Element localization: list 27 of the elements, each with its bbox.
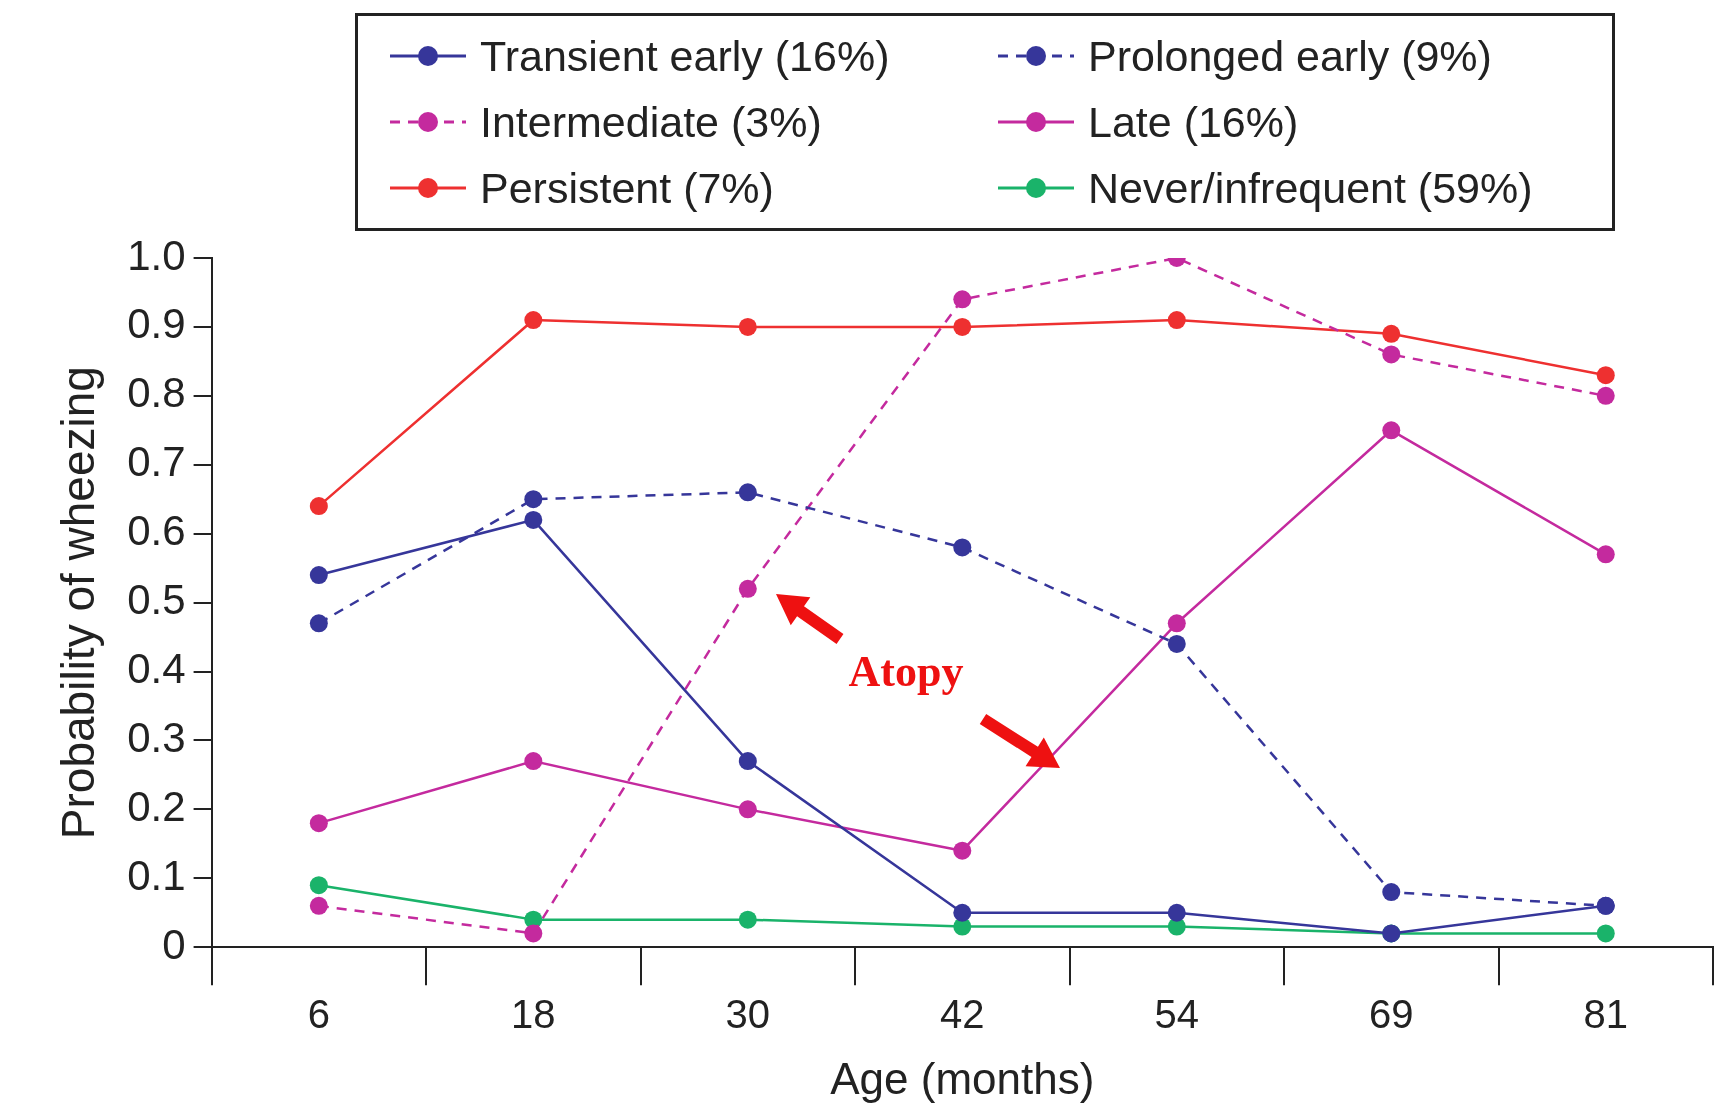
x-tick-label: 30 bbox=[725, 992, 771, 1037]
y-tick-label: 0.4 bbox=[127, 645, 186, 693]
y-tick-label: 0.5 bbox=[127, 576, 186, 624]
annotation: Atopy bbox=[848, 647, 964, 697]
y-tick-label: 0.7 bbox=[127, 438, 186, 486]
y-tick-label: 0.1 bbox=[127, 851, 186, 899]
y-tick-label: 0.6 bbox=[127, 507, 186, 555]
x-axis-title: Age (months) bbox=[830, 1053, 1095, 1103]
x-tick-label: 69 bbox=[1369, 992, 1414, 1037]
legend-label: Transient early (16%) bbox=[480, 31, 890, 81]
x-tick-label: 18 bbox=[511, 992, 556, 1037]
y-tick-label: 0.2 bbox=[127, 782, 186, 830]
legend-label: Never/infrequent (59%) bbox=[1088, 163, 1533, 213]
y-tick-label: 1.0 bbox=[127, 231, 186, 279]
legend-label: Intermediate (3%) bbox=[480, 97, 822, 147]
legend-label: Late (16%) bbox=[1088, 97, 1299, 147]
y-tick-label: 0.9 bbox=[127, 300, 186, 348]
legend-label: Prolonged early (9%) bbox=[1088, 31, 1492, 81]
y-tick-label: 0 bbox=[162, 920, 186, 968]
x-tick-label: 54 bbox=[1154, 992, 1200, 1037]
y-axis-title: Probability of wheezing bbox=[52, 366, 105, 840]
x-tick-label: 81 bbox=[1583, 992, 1629, 1037]
x-tick-label: 6 bbox=[307, 992, 330, 1037]
legend-label: Persistent (7%) bbox=[480, 163, 774, 213]
y-tick-label: 0.3 bbox=[127, 714, 186, 762]
x-tick-label: 42 bbox=[940, 992, 985, 1037]
y-tick-label: 0.8 bbox=[127, 369, 186, 417]
